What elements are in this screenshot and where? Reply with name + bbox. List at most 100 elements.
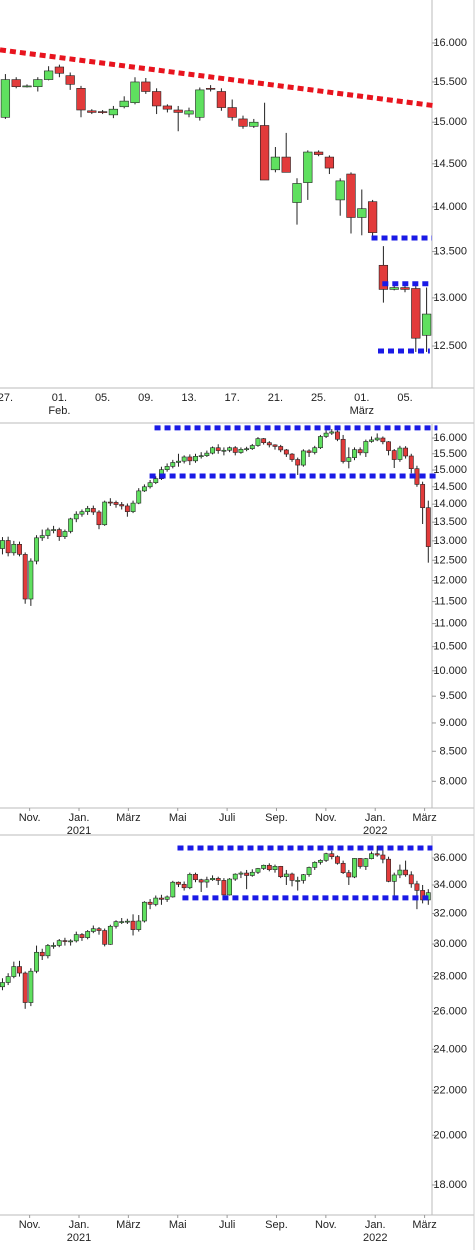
candle-body: [33, 79, 43, 88]
candle-body: [176, 460, 181, 463]
candle-body: [68, 518, 74, 532]
candle-body: [244, 872, 250, 876]
candle-body: [22, 554, 28, 600]
candle-body: [255, 438, 261, 446]
candle-body: [238, 872, 244, 875]
candle-body: [374, 853, 380, 856]
candle-body: [0, 982, 5, 988]
y-tick-label: 26.000: [433, 1006, 467, 1018]
candle-body: [0, 540, 5, 549]
candle-body: [107, 925, 113, 945]
candle-body: [249, 121, 259, 127]
candle-body: [397, 869, 403, 876]
candle-body: [369, 439, 374, 442]
candle-body: [170, 462, 176, 467]
candle-body: [187, 873, 193, 889]
candle-body: [380, 437, 386, 443]
candle-body: [96, 511, 102, 526]
candle-body: [210, 878, 215, 881]
candle-body: [79, 934, 85, 938]
candle-body: [130, 502, 136, 512]
candle-body: [22, 972, 28, 1003]
candle-body: [56, 529, 62, 537]
candle-body: [205, 88, 216, 90]
candle-body: [281, 156, 291, 173]
candle-body: [11, 544, 17, 554]
candle-body: [313, 151, 324, 155]
candle-body: [5, 540, 11, 554]
candle-body: [124, 505, 130, 512]
y-tick-label: 24.000: [433, 1043, 467, 1055]
x-tick-label: Jan. 2022: [363, 812, 387, 837]
x-tick-label: 17.: [225, 392, 240, 404]
x-tick-label: März: [116, 1219, 140, 1231]
candle-body: [34, 951, 39, 972]
candle-body: [0, 79, 11, 118]
candle-body: [119, 504, 125, 507]
candle-body: [295, 459, 301, 466]
candle-body: [244, 448, 250, 450]
candle-body: [340, 438, 346, 462]
candle-body: [289, 453, 295, 460]
candle-body: [198, 879, 204, 883]
x-tick-label: Nov.: [315, 812, 337, 824]
candle-body: [352, 858, 357, 878]
candle-body: [411, 288, 421, 339]
candle-body: [170, 881, 176, 898]
candle-body: [312, 447, 318, 453]
y-tick-label: 22.000: [433, 1084, 467, 1096]
candle-body: [153, 478, 159, 484]
y-tick-label: 16.000: [433, 37, 467, 49]
candle-body: [176, 881, 181, 885]
candle-body: [204, 452, 210, 456]
candle-body: [389, 287, 399, 290]
candle-body: [119, 100, 129, 108]
y-tick-label: 11.500: [434, 596, 467, 608]
candle-body: [408, 874, 414, 885]
candle-body: [204, 879, 210, 883]
candle-body: [335, 856, 340, 864]
candle-body: [391, 450, 397, 460]
candle-body: [141, 901, 147, 922]
candle-body: [108, 108, 119, 116]
candle-body: [221, 880, 227, 896]
candle-body: [249, 871, 255, 876]
candle-body: [259, 125, 270, 181]
candle-body: [124, 920, 130, 923]
candle-body: [397, 447, 403, 460]
x-tick-label: Mai: [169, 812, 187, 824]
candle-body: [386, 858, 391, 882]
y-tick-label: 11.000: [434, 618, 467, 630]
candle-body: [45, 945, 51, 957]
candle-body: [266, 442, 272, 446]
candle-body: [210, 447, 215, 454]
y-tick-label: 32.000: [433, 908, 467, 920]
y-tick-label: 15.500: [433, 448, 467, 460]
x-tick-label: Jan. 2021: [67, 812, 91, 837]
x-tick-label: März: [116, 812, 140, 824]
candle-body: [5, 976, 11, 983]
candle-body: [378, 264, 389, 290]
y-tick-label: 10.000: [433, 665, 467, 677]
y-tick-label: 14.500: [433, 158, 467, 170]
candle-body: [141, 81, 151, 92]
candle-body: [97, 111, 108, 113]
candle-body: [102, 501, 108, 526]
candle-body: [352, 449, 357, 458]
y-tick-label: 34.000: [433, 879, 467, 891]
candle-body: [96, 928, 102, 931]
candle-body: [391, 874, 397, 882]
candle-body: [324, 156, 335, 169]
y-tick-label: 14.500: [433, 481, 467, 493]
candle-body: [85, 508, 91, 512]
x-tick-label: Sep.: [265, 812, 288, 824]
candle-body: [85, 931, 91, 938]
candle-body: [136, 920, 142, 930]
candle-body: [232, 447, 238, 453]
candle-body: [357, 858, 363, 867]
candle-body: [227, 107, 237, 118]
candle-body: [73, 934, 79, 942]
candle-body: [249, 445, 255, 449]
candle-body: [323, 432, 329, 437]
